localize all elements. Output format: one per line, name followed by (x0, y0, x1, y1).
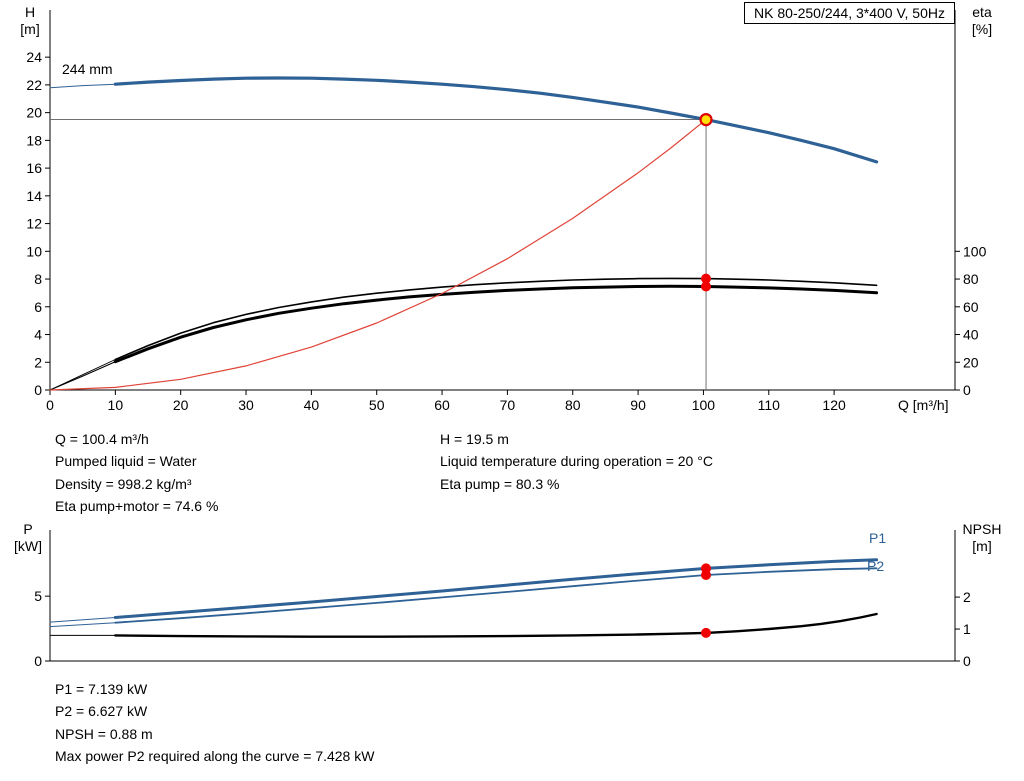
p1-curve (113, 558, 879, 619)
eta-pump-motor-duty-dot (701, 281, 711, 292)
eta-axis-unit: [%] (971, 21, 993, 37)
y-tick-label: 1 (963, 621, 971, 637)
x-tick-label: 20 (173, 397, 189, 413)
x-tick-label: 60 (434, 397, 450, 413)
y-tick-label: 14 (26, 188, 42, 204)
result-line-max-power: Max power P2 required along the curve = … (55, 748, 375, 765)
npsh-curve (114, 612, 878, 638)
result-line-p2: P2 = 6.627 kW (55, 703, 148, 720)
p2-duty-dot (701, 570, 711, 580)
x-tick-label: 100 (692, 397, 716, 413)
y-tick-label: 20 (26, 105, 42, 121)
p-axis-unit: [kW] (14, 538, 42, 554)
p2-curve-label: P2 (867, 558, 884, 574)
y-tick-label: 22 (26, 77, 42, 93)
eta-pump-motor-curve (113, 284, 879, 364)
x-tick-label: 30 (238, 397, 254, 413)
y-tick-label: 40 (963, 327, 979, 343)
x-tick-label: 50 (369, 397, 385, 413)
result-line-eta-pump: Eta pump = 80.3 % (440, 475, 560, 492)
y-tick-label: 6 (34, 299, 42, 315)
power-results: P1 = 7.139 kW P2 = 6.627 kW NPSH = 0.88 … (55, 678, 374, 768)
y-tick-label: 0 (963, 653, 971, 669)
result-line-density: Density = 998.2 kg/m³ (55, 475, 192, 492)
result-line-liquid: Pumped liquid = Water (55, 453, 197, 470)
x-tick-label: 110 (758, 397, 781, 413)
eta-axis-symbol: eta (972, 4, 992, 20)
x-tick-label: 120 (822, 397, 846, 413)
eta-axis-title: eta [%] (954, 4, 1010, 38)
y-tick-label: 80 (963, 271, 979, 287)
result-line-eta-pump-motor: Eta pump+motor = 74.6 % (55, 498, 219, 515)
h-axis-unit: [m] (20, 21, 40, 37)
eta-pump-motor-lead (49, 361, 116, 391)
y-tick-label: 18 (26, 132, 42, 148)
p-axis-title: P [kW] (4, 521, 52, 555)
y-tick-label: 0 (34, 382, 42, 398)
y-tick-label: 8 (34, 271, 42, 287)
x-tick-label: 10 (108, 397, 124, 413)
system-curve (49, 118, 707, 391)
result-line-head: H = 19.5 m (440, 431, 509, 447)
y-tick-label: 4 (34, 327, 42, 343)
y-tick-label: 2 (34, 354, 42, 370)
npsh-axis-unit: [m] (972, 538, 992, 554)
h-axis-title: H [m] (8, 4, 52, 38)
p-axis-symbol: P (23, 521, 33, 537)
head-curve-244mm (113, 76, 879, 164)
y-tick-label: 16 (26, 160, 42, 176)
y-tick-label: 20 (963, 354, 979, 370)
x-tick-label: 90 (630, 397, 646, 413)
head-curve-lead (49, 83, 116, 89)
duty-results-column-2: H = 19.5 m Liquid temperature during ope… (440, 428, 713, 495)
x-tick-label: 0 (46, 397, 54, 413)
x-tick-label: 40 (304, 397, 320, 413)
y-tick-label: 0 (963, 382, 971, 398)
duty-point-marker (699, 112, 713, 127)
npsh-axis-symbol: NPSH (962, 521, 1002, 537)
p1-curve-label: P1 (869, 530, 886, 546)
y-tick-label: 60 (963, 299, 979, 315)
x-tick-label: 80 (565, 397, 581, 413)
npsh-axis-title: NPSH [m] (952, 521, 1012, 555)
impeller-diameter-label: 244 mm (62, 61, 113, 77)
eta-pump-duty-dot (701, 273, 711, 284)
x-tick-label: 70 (500, 397, 516, 413)
y-tick-label: 10 (26, 243, 42, 259)
eta-pump-curve (114, 277, 878, 361)
p2-curve (114, 567, 878, 624)
npsh-duty-dot (701, 627, 711, 638)
result-line-npsh: NPSH = 0.88 m (55, 725, 153, 742)
p2-curve-lead (49, 622, 116, 628)
result-line-flow: Q = 100.4 m³/h (55, 431, 149, 447)
x-axis-unit-label: Q [m³/h] (898, 397, 949, 413)
y-tick-label: 5 (34, 588, 42, 604)
result-line-temperature: Liquid temperature during operation = 20… (440, 453, 713, 470)
y-tick-label: 12 (26, 216, 42, 232)
y-tick-label: 24 (26, 49, 42, 65)
h-axis-symbol: H (24, 4, 36, 20)
y-tick-label: 2 (963, 589, 971, 605)
y-tick-label: 0 (34, 653, 42, 669)
duty-results-column-1: Q = 100.4 m³/h Pumped liquid = Water Den… (55, 428, 218, 518)
p1-curve-lead (49, 617, 116, 623)
pump-model-title: NK 80-250/244, 3*400 V, 50Hz (744, 2, 955, 24)
result-line-p1: P1 = 7.139 kW (55, 681, 148, 697)
y-tick-label: 100 (963, 243, 987, 259)
